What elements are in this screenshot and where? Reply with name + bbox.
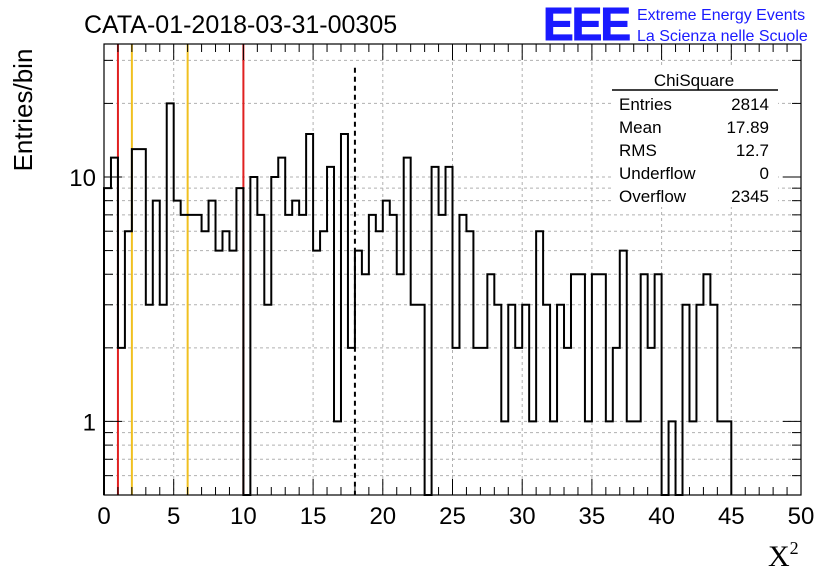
x-axis-label: X2: [768, 538, 799, 572]
x-tick-label: 15: [300, 503, 327, 530]
stats-rows: Entries 2814 Mean 17.89 RMS 12.7 Underflow 0 Ove…: [619, 95, 769, 206]
stats-row-value: 0: [760, 164, 769, 183]
y-tick-label: 1: [83, 409, 96, 436]
plot-frame: [103, 43, 802, 496]
stats-row-label: Mean: [619, 118, 662, 137]
x-tick-label: 5: [167, 503, 180, 530]
stats-row-value: 2814: [731, 95, 769, 114]
x-tick-label: 25: [439, 503, 466, 530]
stats-row-value: 17.89: [726, 118, 769, 137]
stats-row-value: 12.7: [736, 141, 769, 160]
histogram-line: [103, 102, 733, 496]
x-tick-label: 30: [509, 503, 536, 530]
stats-row-value: 2345: [731, 187, 769, 206]
eee-logo: EEE Extreme Energy Events La Scienza nel…: [543, 0, 808, 51]
chart-title: CATA-01-2018-03-31-00305: [84, 11, 397, 39]
x-tick-label: 40: [648, 503, 675, 530]
logo-line-1: Extreme Energy Events: [637, 7, 805, 24]
x-tick-label: 20: [369, 503, 396, 530]
x-tick-label: 45: [718, 503, 745, 530]
x-tick-label: 50: [788, 503, 815, 530]
logo-mark: EEE: [543, 0, 629, 50]
stats-row-label: Overflow: [619, 187, 687, 206]
axis-ticks: [103, 44, 802, 495]
stats-box-title: ChiSquare: [654, 71, 734, 90]
stats-row-label: Entries: [619, 95, 672, 114]
x-tick-label: 35: [579, 503, 606, 530]
x-axis-label-base: X: [768, 540, 790, 572]
y-axis-label: Entries/bin: [8, 49, 38, 172]
stats-row-label: Underflow: [619, 164, 696, 183]
x-tick-label: 10: [230, 503, 257, 530]
x-tick-label: 0: [97, 503, 110, 530]
stats-box: ChiSquare Entries 2814 Mean 17.89 RMS 12.7 Und…: [612, 67, 778, 207]
stats-row-label: RMS: [619, 141, 657, 160]
x-axis-label-superscript: 2: [790, 538, 799, 558]
logo-line-2: La Scienza nelle Scuole: [637, 28, 808, 45]
y-tick-label: 10: [69, 165, 96, 192]
tick-labels: 0 5 10 15 20 25 30 35 40 45 50 1 10: [69, 165, 814, 530]
